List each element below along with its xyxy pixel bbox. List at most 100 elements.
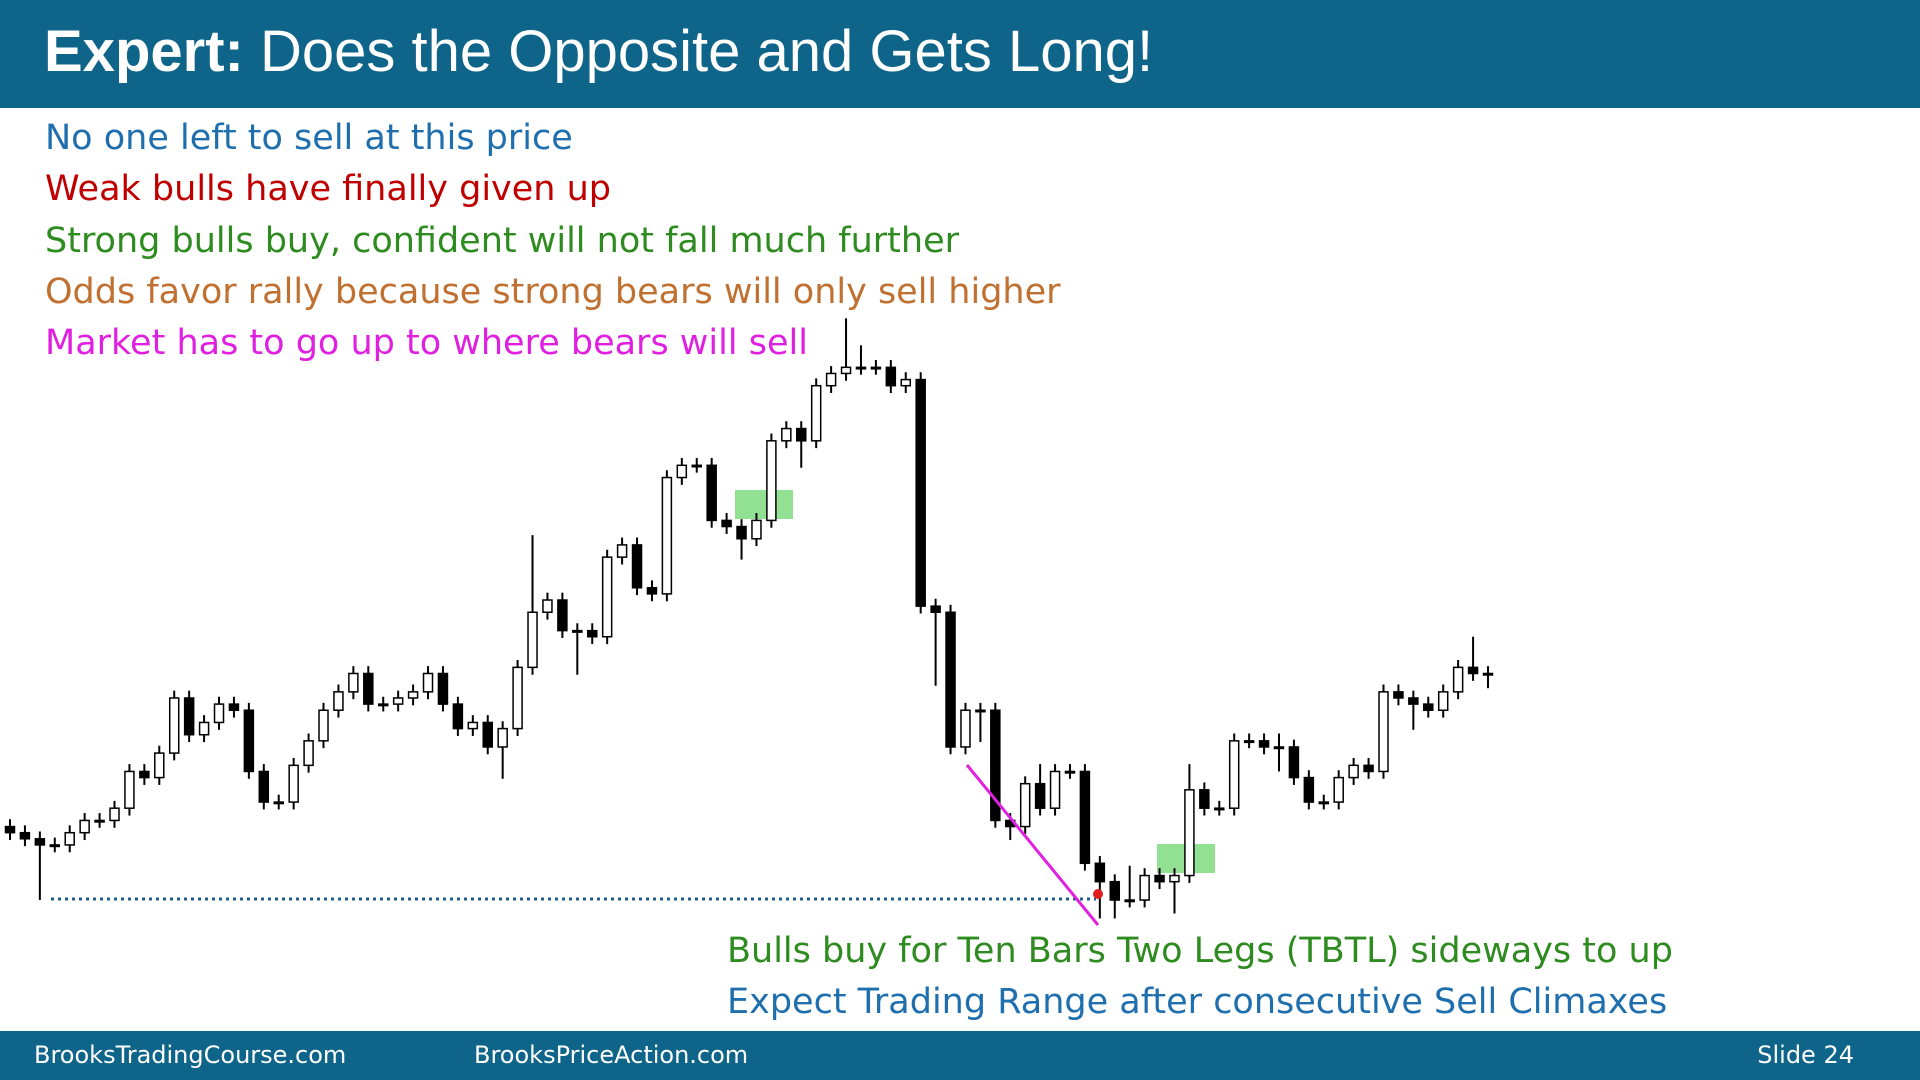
candle-body	[497, 727, 508, 748]
candle-body	[64, 831, 75, 846]
candle-body	[990, 709, 1001, 822]
candle-body	[781, 427, 792, 442]
candle-body	[1258, 740, 1270, 748]
candle-body	[1243, 740, 1255, 744]
candle-body	[482, 721, 493, 748]
candle-body	[1333, 776, 1344, 803]
candle-body	[377, 703, 389, 707]
candle-body	[198, 721, 210, 736]
candle-body	[1019, 782, 1031, 828]
candle-body	[542, 599, 553, 614]
candle-body	[243, 709, 255, 773]
footer-link: BrooksPriceAction.com	[474, 1041, 749, 1069]
candle-body	[1228, 740, 1240, 809]
candle-body	[512, 666, 523, 730]
header-bar: Expert: Does the Opposite and Gets Long!	[0, 0, 1920, 108]
candle-body	[392, 697, 404, 705]
candle-body	[1169, 874, 1180, 883]
candle-body	[467, 721, 479, 730]
candle-body	[796, 427, 807, 442]
candle-body	[19, 831, 31, 840]
candle-body	[49, 844, 61, 848]
note: No one left to sell at this price	[45, 118, 573, 158]
title: Expert: Does the Opposite and Gets Long!	[44, 18, 1153, 85]
candle-body	[915, 378, 926, 607]
candle-body	[855, 366, 867, 370]
candle-body	[1064, 770, 1076, 774]
candle-body	[1423, 703, 1434, 711]
candle-body	[572, 629, 583, 633]
candle-body	[945, 611, 956, 748]
candle-body	[79, 819, 90, 834]
trend-line	[965, 764, 1100, 926]
candle-body	[721, 519, 732, 528]
candle-body	[363, 672, 374, 705]
title-bold: Expert:	[44, 19, 244, 84]
candle-body	[124, 770, 135, 809]
candle-body	[691, 464, 702, 468]
candle-body	[646, 587, 658, 595]
footer-bar: BrooksTradingCourse.com BrooksPriceActio…	[0, 1031, 1920, 1080]
candle-body	[1079, 770, 1091, 865]
candle-body	[1318, 801, 1330, 805]
candle-body	[407, 691, 419, 699]
candle-body	[422, 672, 434, 693]
candle-body	[1199, 789, 1210, 809]
candle-body	[1482, 672, 1494, 676]
candle-body	[527, 611, 538, 669]
candle-body	[258, 770, 270, 803]
candle-body	[94, 819, 105, 823]
bottom-note: Bulls buy for Ten Bars Two Legs (TBTL) s…	[727, 931, 1673, 971]
candle-body	[840, 366, 852, 375]
candle-body	[109, 807, 120, 822]
candle-body	[870, 366, 882, 370]
candle-body	[213, 703, 225, 724]
candle-body	[736, 525, 747, 540]
candle-body	[34, 838, 46, 846]
candle-body	[183, 697, 195, 736]
note: Weak bulls have finally given up	[45, 169, 611, 209]
candle-body	[1154, 874, 1165, 883]
candle-body	[1437, 691, 1449, 711]
candle-body	[825, 372, 837, 387]
candle-body	[1288, 746, 1300, 779]
candle-body	[1303, 776, 1315, 803]
candle-body	[4, 825, 16, 834]
candle-body	[437, 672, 449, 705]
note: Market has to go up to where bears will …	[45, 323, 808, 363]
candle-body	[288, 764, 299, 803]
candle-body	[885, 366, 897, 387]
candle-body	[661, 476, 673, 595]
candle-body	[228, 703, 240, 711]
entry-dot	[1093, 889, 1103, 899]
candle-body	[154, 752, 165, 779]
candle-body	[1408, 697, 1419, 705]
candle-body	[676, 464, 688, 479]
candle-body	[557, 599, 568, 632]
candle-body	[975, 709, 986, 713]
candle-body	[1348, 764, 1359, 779]
candle-body	[273, 801, 284, 805]
note: Strong bulls buy, confident will not fal…	[45, 221, 959, 261]
candle-body	[1184, 789, 1195, 877]
candle-body	[601, 556, 613, 638]
candle-body	[1363, 764, 1374, 773]
candle-body	[1214, 807, 1225, 811]
candle-body	[751, 519, 762, 540]
candle-body	[900, 378, 912, 387]
candle-body	[1124, 899, 1135, 903]
title-rest: Does the Opposite and Gets Long!	[259, 19, 1154, 84]
candle-body	[452, 703, 464, 730]
slide-number: Slide 24	[1757, 1041, 1854, 1069]
candle-body	[1139, 874, 1150, 901]
candle-body	[631, 544, 643, 589]
candle-body	[960, 709, 971, 748]
bottom-note: Expect Trading Range after consecutive S…	[727, 982, 1668, 1022]
candle-body	[1034, 782, 1046, 809]
candle-body	[930, 605, 941, 614]
footer-link: BrooksTradingCourse.com	[34, 1041, 347, 1069]
candle-body	[766, 440, 777, 522]
signal-box	[735, 490, 793, 519]
